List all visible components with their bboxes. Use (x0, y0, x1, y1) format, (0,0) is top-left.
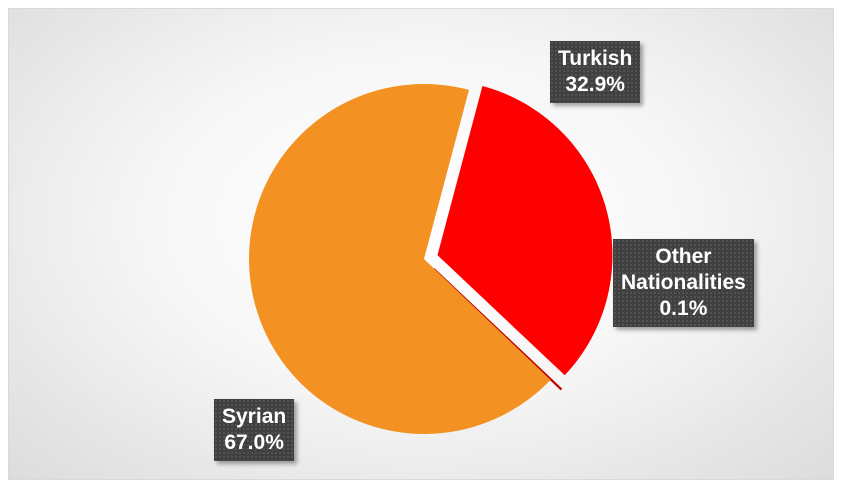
pie-chart (248, 84, 613, 434)
data-label-syrian: Syrian 67.0% (214, 399, 295, 461)
data-label-syrian-name: Syrian (222, 405, 287, 428)
chart-area: Turkish 32.9% Other Nationalities 0.1% S… (8, 8, 834, 480)
pie-slice-syrian (248, 84, 551, 434)
pie-slice-other-nationalities (433, 268, 563, 391)
data-label-other-name-line1: Other (655, 245, 712, 268)
data-label-other-name-line2: Nationalities (621, 271, 746, 294)
data-label-turkish-value: 32.9% (565, 73, 625, 96)
data-label-turkish-name: Turkish (558, 47, 633, 70)
data-label-turkish: Turkish 32.9% (550, 41, 641, 103)
pie-slice-turkish (437, 86, 613, 376)
data-label-other-value: 0.1% (659, 297, 708, 320)
data-label-other-nationalities: Other Nationalities 0.1% (613, 239, 754, 327)
data-label-syrian-value: 67.0% (224, 431, 284, 454)
